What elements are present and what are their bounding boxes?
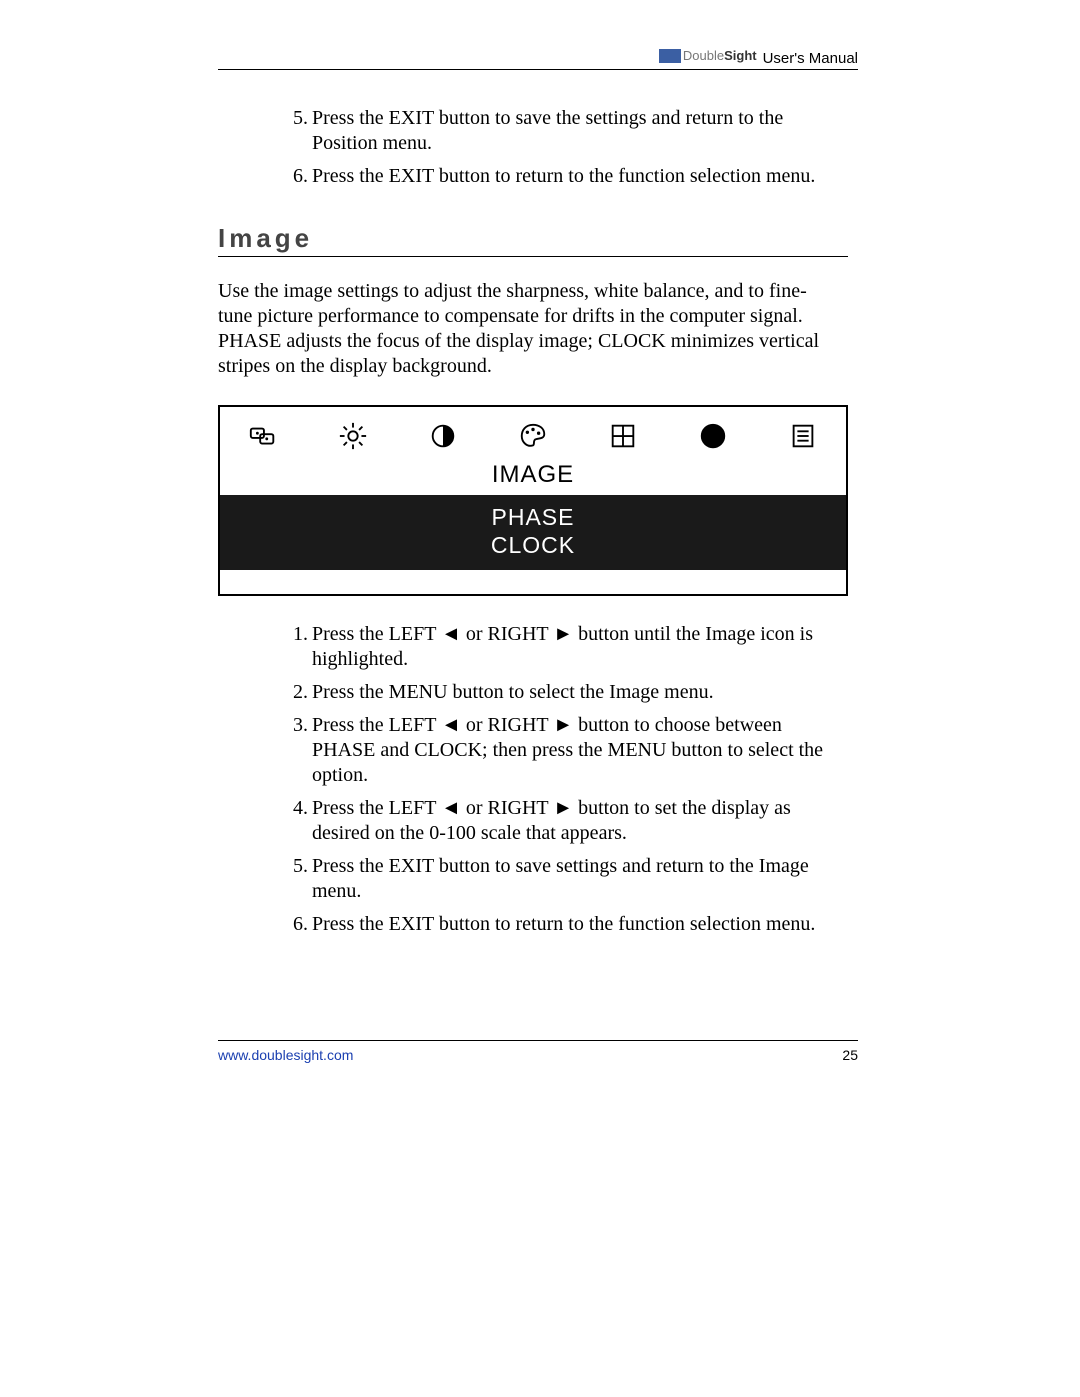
section-heading: Image: [218, 223, 848, 257]
image-icon: [698, 421, 728, 451]
list-item: 5.Press the EXIT button to save settings…: [286, 854, 848, 904]
page-number: 25: [842, 1047, 858, 1063]
auto-icon: [248, 421, 278, 451]
osd-icon-row: [220, 407, 846, 461]
list-item: 1.Press the LEFT ◄ or RIGHT ► button unt…: [286, 622, 848, 672]
color-icon: [518, 421, 548, 451]
position-icon: [608, 421, 638, 451]
osd-screenshot: IMAGE PHASE CLOCK: [218, 405, 848, 597]
intro-paragraph: Use the image settings to adjust the sha…: [218, 279, 848, 379]
osd-option: PHASE: [220, 503, 846, 532]
osd-options: PHASE CLOCK: [220, 495, 846, 571]
menu-icon: [788, 421, 818, 451]
logo-mark: [659, 49, 681, 63]
list-item: 6.Press the EXIT button to return to the…: [286, 912, 848, 937]
list-item: 6.Press the EXIT button to return to the…: [286, 164, 848, 189]
brand-logo: DoubleSight: [659, 48, 757, 63]
brightness-icon: [338, 421, 368, 451]
page-content: DoubleSight User's Manual 5.Press the EX…: [218, 48, 858, 945]
osd-title: IMAGE: [220, 461, 846, 495]
page-footer: www.doublesight.com 25: [218, 1040, 858, 1063]
osd-option: CLOCK: [220, 531, 846, 560]
osd-spacer: [220, 570, 846, 594]
header-label: User's Manual: [763, 50, 858, 67]
list-item: 2.Press the MENU button to select the Im…: [286, 680, 848, 705]
content-area: 5.Press the EXIT button to save the sett…: [218, 106, 858, 938]
page-header: DoubleSight User's Manual: [218, 48, 858, 70]
list-item: 4.Press the LEFT ◄ or RIGHT ► button to …: [286, 796, 848, 846]
list-item: 5.Press the EXIT button to save the sett…: [286, 106, 848, 156]
logo-text: DoubleSight: [683, 48, 757, 63]
contrast-icon: [428, 421, 458, 451]
image-steps: 1.Press the LEFT ◄ or RIGHT ► button unt…: [286, 622, 848, 937]
footer-url: www.doublesight.com: [218, 1047, 353, 1063]
list-item: 3.Press the LEFT ◄ or RIGHT ► button to …: [286, 713, 848, 788]
continuation-steps: 5.Press the EXIT button to save the sett…: [286, 106, 848, 189]
